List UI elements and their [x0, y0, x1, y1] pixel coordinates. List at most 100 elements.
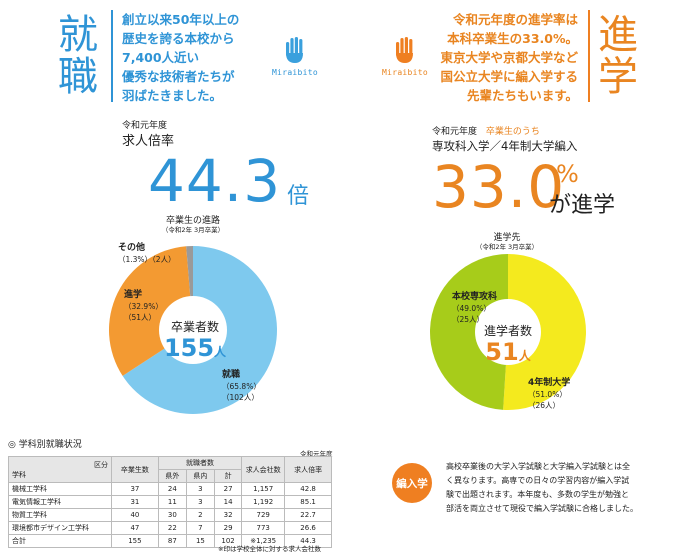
- header-offers: 求人会社数: [241, 456, 286, 483]
- transfer-line: 験で出題されます。本年度も、多数の学生が勉強と: [446, 490, 629, 499]
- cell-outside: 11: [157, 495, 187, 509]
- pie-center-hole: [475, 299, 541, 365]
- center-unit: 人: [518, 349, 531, 363]
- advancement-label: 専攻科入学／4年制大学編入: [432, 139, 578, 153]
- job-ratio-value: 44.3: [148, 147, 282, 215]
- year-label: 令和元年度: [432, 127, 478, 137]
- divider-left: [111, 10, 113, 102]
- pie-slice-本校専攻科: [430, 254, 508, 410]
- header-inside: 県内: [185, 469, 215, 483]
- pie-center-label-left: 卒業者数: [170, 320, 219, 334]
- cell-dept: 合計: [8, 534, 112, 548]
- chart-subtitle-left: （令和2年 3月卒業）: [161, 226, 225, 234]
- header-outside: 県外: [157, 469, 187, 483]
- cell-grads: 37: [111, 482, 159, 496]
- cell-dept: 機械工学科: [8, 482, 112, 496]
- pie-center-value-right: 51人: [473, 338, 543, 366]
- slice-label-senior-course: 本校専攻科 （49.0%） （25人）: [452, 292, 497, 325]
- kanji-advancement-bottom: 学: [598, 54, 638, 100]
- year-label-right: 令和元年度 卒業生のうち: [432, 124, 540, 137]
- divider-right: [588, 10, 590, 102]
- cell-grads: 155: [111, 534, 159, 548]
- pie-career-paths: [108, 246, 277, 414]
- cell-inside: 3: [185, 482, 215, 496]
- intro-line: 優秀な技術者たちが: [122, 69, 235, 84]
- center-value: 51: [485, 338, 519, 366]
- center-unit: 人: [214, 345, 227, 359]
- advancement-value: 33.0: [432, 153, 566, 221]
- cell-outside: 30: [157, 508, 187, 522]
- cell-inside: 2: [185, 508, 215, 522]
- cell-total: 29: [213, 521, 243, 535]
- intro-line: 先輩たちもいます。: [466, 88, 578, 103]
- intro-line: 7,400人近い: [122, 50, 200, 65]
- header-total: 計: [213, 469, 243, 483]
- cell-inside: 15: [185, 534, 215, 548]
- cell-offers: 729: [241, 508, 286, 522]
- cell-outside: 24: [157, 482, 187, 496]
- cell-inside: 7: [185, 521, 215, 535]
- percent-sign: %: [556, 160, 579, 188]
- cell-ratio: 26.6: [284, 521, 332, 535]
- table-row: 物質工学科 40 30 2 32 729 22.7: [8, 508, 332, 522]
- header-ratio: 求人倍率: [284, 456, 332, 483]
- table-row: 機械工学科 37 24 3 27 1,157 42.8: [8, 482, 332, 496]
- cell-ratio: 42.8: [284, 482, 332, 496]
- transfer-line: く異なります。高専での日々の学習内容が編入学試: [446, 476, 630, 485]
- cell-offers: 1,192: [241, 495, 286, 509]
- slice-name: 本校専攻科: [452, 292, 498, 302]
- header-employed: 就職者数: [157, 456, 243, 470]
- table-date-note: 令和元年度: [300, 450, 333, 458]
- chart-title-right: 進学先: [493, 233, 521, 243]
- slice-count: （25人）: [452, 315, 485, 324]
- header-division: 区分: [94, 460, 108, 469]
- cell-offers: 1,157: [241, 482, 286, 496]
- header-dept: 学科: [12, 470, 26, 479]
- slice-label-other: その他 （1.3%）（2人）: [118, 243, 176, 265]
- cell-offers: 773: [241, 521, 286, 535]
- table-row: 電気情報工学科 31 11 3 14 1,192 85.1: [8, 495, 332, 509]
- transfer-line: 高校卒業後の大学入学試験と大学編入学試験とは全: [446, 462, 630, 471]
- intro-line: 羽ばたきました。: [122, 88, 223, 103]
- cell-dept: 物質工学科: [8, 508, 112, 522]
- table-footnote: ※印は学校全体に対する求人会社数: [218, 545, 321, 553]
- slice-count: （51人）: [124, 313, 157, 322]
- slice-label-advancement: 進学 （32.9%） （51人）: [124, 290, 163, 323]
- slice-pct: （1.3%）（2人）: [118, 255, 176, 264]
- cell-ratio: 85.1: [284, 495, 332, 509]
- chart-subtitle-right: （令和2年 3月卒業）: [475, 243, 539, 251]
- pie-center-hole: [159, 296, 227, 364]
- slice-name: 進学: [124, 290, 143, 300]
- employment-table: 区分 学科 卒業生数 就職者数 求人会社数 求人倍率 県外 県内 計 機械工学科…: [8, 456, 332, 548]
- pie-slice-4年制大学: [503, 254, 587, 410]
- slice-name: 就職: [222, 370, 241, 380]
- miraibito-logo-left: Miraibito: [270, 36, 320, 77]
- logo-text: Miraibito: [381, 68, 429, 77]
- kanji-employment-top: 就: [58, 12, 98, 58]
- pie-advancement-destinations: [430, 254, 587, 410]
- cell-ratio: 44.3: [284, 534, 332, 548]
- intro-line: 本科卒業生の33.0%。: [447, 31, 578, 46]
- slice-label-employment: 就職 （65.8%） （102人）: [222, 370, 261, 403]
- year-highlight: 卒業生のうち: [485, 127, 540, 137]
- hand-icon: [286, 37, 303, 63]
- advancement-suffix: が進学: [549, 193, 616, 218]
- table-title: ◎ 学科別就職状況: [8, 440, 82, 450]
- cell-offers: ※1,235: [241, 534, 286, 548]
- cell-grads: 47: [111, 521, 159, 535]
- slice-name: その他: [118, 243, 146, 253]
- table-header-row: 区分 学科 卒業生数 就職者数 求人会社数 求人倍率: [8, 456, 332, 483]
- slice-pct: （51.0%）: [528, 390, 567, 399]
- center-value: 155: [163, 334, 215, 362]
- cell-grads: 31: [111, 495, 159, 509]
- kanji-employment-bottom: 職: [58, 54, 98, 100]
- intro-line: 東京大学や京都大学など: [440, 50, 578, 65]
- intro-line: 歴史を誇る本校から: [122, 31, 235, 46]
- header-grads: 卒業生数: [111, 456, 159, 483]
- transfer-badge: 編入学: [392, 463, 432, 503]
- cell-total: 102: [213, 534, 243, 548]
- slice-pct: （49.0%）: [452, 304, 491, 313]
- slice-count: （26人）: [528, 401, 561, 410]
- transfer-line: 部活を両立させて現役で編入学試験に合格しました。: [446, 504, 638, 513]
- table-row-total: 合計 155 87 15 102 ※1,235 44.3: [8, 534, 332, 548]
